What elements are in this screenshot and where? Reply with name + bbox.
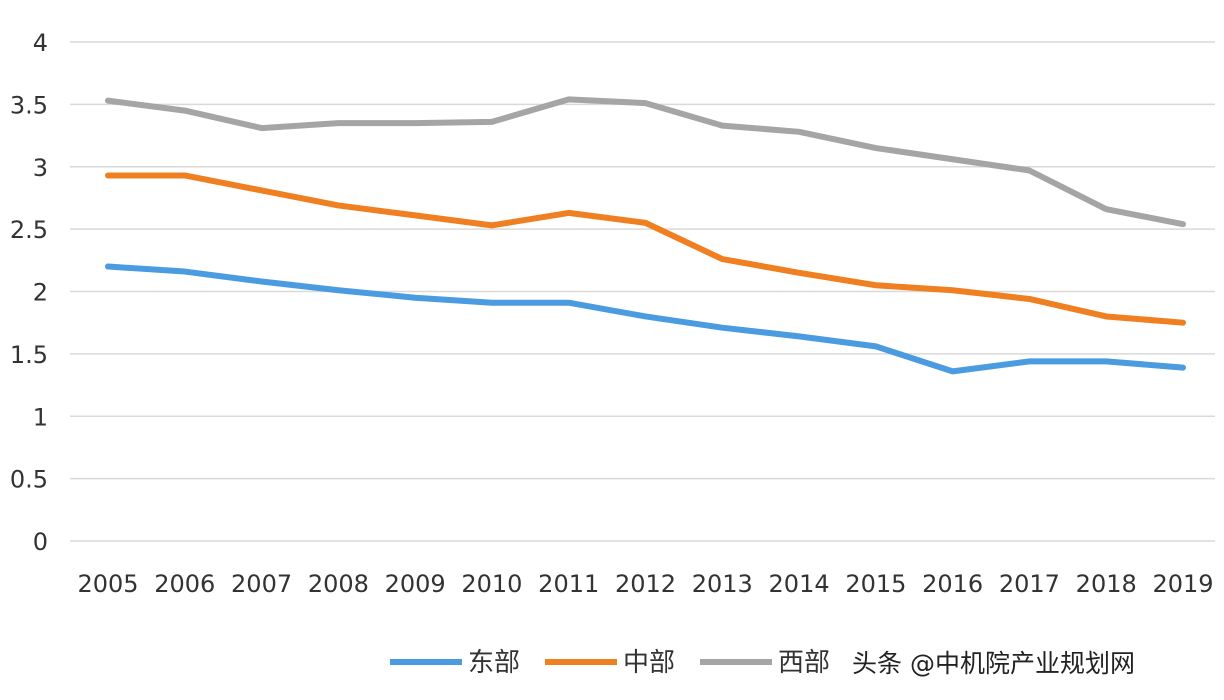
x-tick-label: 2009 [385,570,446,598]
series-line-1 [105,172,1186,326]
y-tick-label: 0.5 [10,466,48,494]
x-tick-label: 2019 [1152,570,1213,598]
series-line-0 [105,263,1186,375]
y-tick-label: 1.5 [10,341,48,369]
x-tick-label: 2007 [231,570,292,598]
x-tick-label: 2016 [922,570,983,598]
x-tick-label: 2014 [769,570,830,598]
x-tick-label: 2005 [77,570,138,598]
y-tick-label: 0 [33,528,48,556]
y-tick-label: 3.5 [10,91,48,119]
y-tick-label: 4 [33,29,48,57]
x-tick-label: 2012 [615,570,676,598]
series-line-2 [105,96,1186,228]
x-tick-label: 2017 [999,570,1060,598]
x-tick-label: 2010 [461,570,522,598]
x-tick-label: 2015 [845,570,906,598]
x-tick-label: 2013 [692,570,753,598]
x-tick-label: 2006 [154,570,215,598]
x-tick-label: 2018 [1076,570,1137,598]
legend-label: 西部 [778,648,830,678]
y-tick-label: 1 [33,403,48,431]
legend-label: 东部 [468,648,520,678]
x-tick-label: 2008 [308,570,369,598]
y-tick-label: 3 [33,154,48,182]
watermark: 头条 @中机院产业规划网 [852,649,1135,678]
y-tick-label: 2 [33,279,48,307]
x-tick-label: 2011 [538,570,599,598]
legend-label: 中部 [623,648,675,678]
y-tick-label: 2.5 [10,216,48,244]
